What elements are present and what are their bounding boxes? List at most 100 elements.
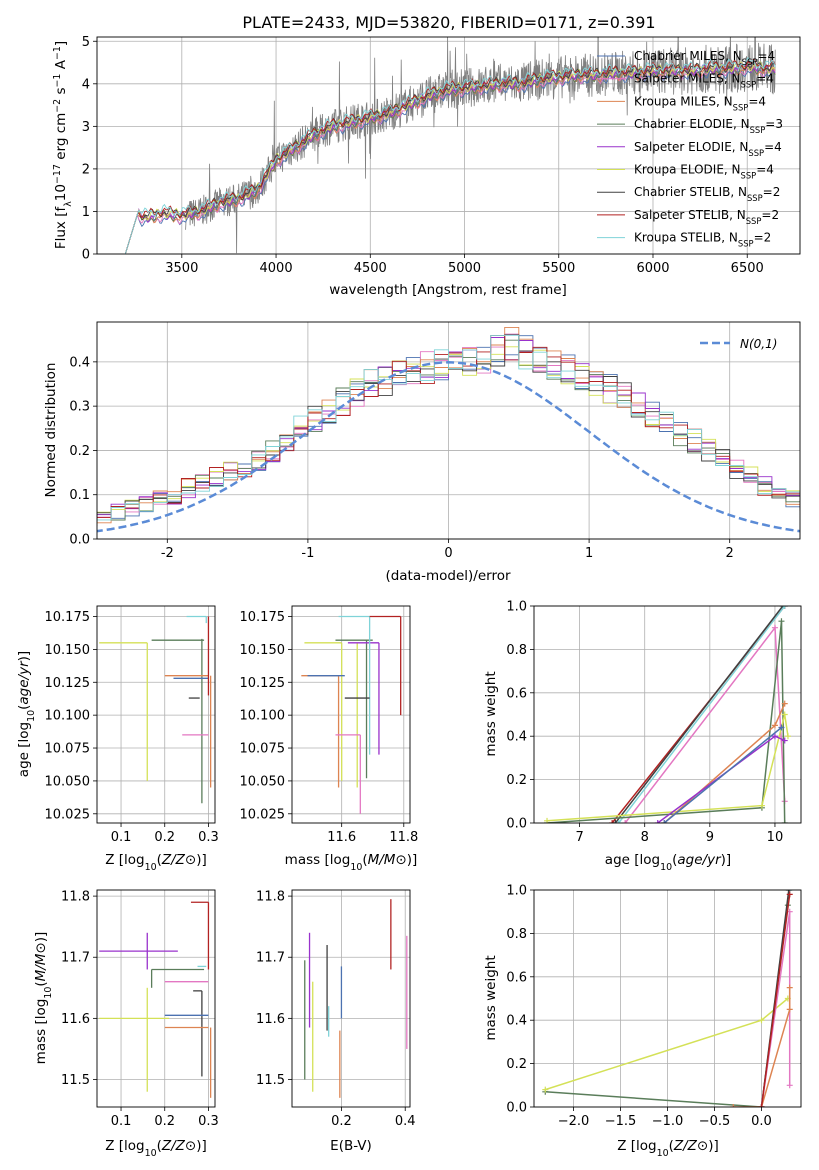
x-tick-label: 8 (641, 830, 649, 845)
x-axis-label: (data-model)/error (385, 568, 511, 584)
weight-line-kroupa-miles (733, 987, 791, 1107)
x-tick-label: 4500 (354, 261, 387, 276)
weight-line-salpeter-miles (624, 625, 786, 823)
weight-marker (758, 1104, 765, 1107)
x-tick-label: 6500 (731, 261, 764, 276)
label-part: A (53, 59, 69, 73)
x-tick-label: 0.1 (111, 1114, 132, 1129)
weight-marker (542, 1086, 549, 1093)
legend-label: Chabrier ELODIE, NSSP=3 (634, 117, 783, 135)
weight-marker (661, 820, 668, 823)
label-part: =4 (748, 94, 766, 108)
label-part: )] (196, 852, 207, 868)
label-part: age [log (605, 852, 660, 868)
label-part: SSP (742, 57, 758, 67)
weight-marker (786, 891, 793, 898)
model-line-chabrier-elodie (124, 62, 776, 254)
legend-label: Kroupa MILES, NSSP=4 (634, 94, 766, 112)
weight-marker (622, 820, 629, 823)
label-part: ( (672, 852, 677, 868)
weight-marker (781, 737, 788, 744)
weight-marker (771, 624, 778, 631)
label-part: ( (16, 705, 32, 710)
y-tick-label: 0.8 (506, 643, 527, 658)
label-part: λ (63, 201, 74, 207)
plot-area (301, 615, 402, 814)
weight-line-kroupa-elodie (545, 997, 789, 1091)
y-tick-label: 10.100 (45, 709, 91, 724)
y-tick-label: 10.050 (45, 774, 91, 789)
x-tick-label: 9 (706, 830, 714, 845)
y-tick-label: 0.4 (69, 355, 90, 370)
label-part: 10 (43, 987, 54, 999)
weight-line-kroupa-elodie (546, 714, 789, 822)
weight-marker (781, 606, 788, 609)
y-tick-label: 10.150 (240, 643, 286, 658)
label-part: SSP (738, 239, 754, 249)
weight-marker (771, 733, 778, 740)
y-tick-label: 0.0 (506, 817, 527, 832)
weight-marker (781, 711, 788, 718)
x-axis-label: E(B-V) (330, 1138, 372, 1154)
label-part: erg cm (53, 113, 69, 164)
y-axis-label: age [log10(age/yr)] (16, 651, 37, 777)
label-part: =2 (763, 185, 781, 199)
weight-marker (778, 618, 785, 625)
label-part: 10 (145, 1148, 157, 1159)
label-part: SSP (747, 193, 763, 203)
y-axis-label: mass weight (483, 955, 499, 1040)
label-part: 10 (350, 862, 362, 873)
y-tick-label: 5 (82, 35, 90, 50)
weight-marker (786, 1006, 793, 1013)
x-tick-label: 11.6 (327, 830, 356, 845)
label-part: ( (157, 852, 162, 868)
y-tick-label: 0.1 (69, 488, 90, 503)
label-part: s (53, 87, 69, 98)
label-part: ( (362, 852, 367, 868)
label-part: Salpeter MILES, N (634, 72, 741, 86)
label-part: Z/Z (673, 1138, 698, 1154)
y-axis-label: Normed distribution (43, 363, 59, 498)
axes-frame (291, 889, 411, 1108)
label-part: Z/Z (161, 852, 186, 868)
weight-marker (771, 722, 778, 729)
x-tick-label: 0 (444, 546, 452, 561)
y-tick-label: 0 (82, 248, 90, 263)
gaussian-reference-line (97, 361, 800, 533)
y-tick-label: 0.0 (506, 1101, 527, 1116)
legend-label: Salpeter MILES, NSSP=4 (634, 72, 774, 90)
x-tick-label: 7 (575, 830, 583, 845)
x-axis-label: Z [log10(Z/Z⊙)] (105, 1138, 207, 1159)
label-part: ( (33, 981, 49, 986)
legend-label: Chabrier STELIB, NSSP=2 (634, 185, 780, 203)
x-tick-label: −1.0 (652, 1114, 684, 1129)
y-tick-label: 1.0 (506, 884, 527, 899)
label-part: −17 (52, 164, 63, 184)
label-part: 10 (26, 710, 37, 722)
label-part: =2 (754, 231, 772, 245)
y-axis-label: mass weight (483, 671, 499, 756)
label-part: Kroupa ELODIE, N (634, 163, 741, 177)
weight-marker (781, 820, 788, 823)
legend-label: Chabrier MILES, NSSP=4 (634, 49, 775, 67)
panel-age-vs-mass: 11.6 11.8 10.025 10.050 10.075 10.100 10.125 10… (240, 605, 418, 873)
x-tick-label: 3500 (165, 261, 198, 276)
y-tick-label: 11.8 (61, 890, 90, 905)
y-tick-label: 0.2 (69, 444, 90, 459)
y-tick-label: 10.050 (240, 774, 286, 789)
label-part: SSP (733, 102, 749, 112)
axes-frame (291, 605, 411, 824)
label-part: ⊙ (185, 1138, 196, 1154)
label-part: M/M (33, 953, 49, 981)
model-line-kroupa-stelib (124, 56, 776, 254)
x-tick-label: 5000 (448, 261, 481, 276)
weight-marker (786, 984, 793, 991)
weight-marker (786, 1082, 793, 1089)
y-axis-label: Flux [fλ10−17 erg cm−2 s−1 A−1] (52, 41, 74, 249)
legend-label: N(0,1) (740, 337, 777, 351)
panel-residuals: -2 -1 0 1 2 0.0 0.1 0.2 0.3 0.4 N(0,1) (data-model)… (43, 321, 801, 584)
x-tick-label: 0.2 (154, 1114, 175, 1129)
label-part: ( (157, 1138, 162, 1154)
